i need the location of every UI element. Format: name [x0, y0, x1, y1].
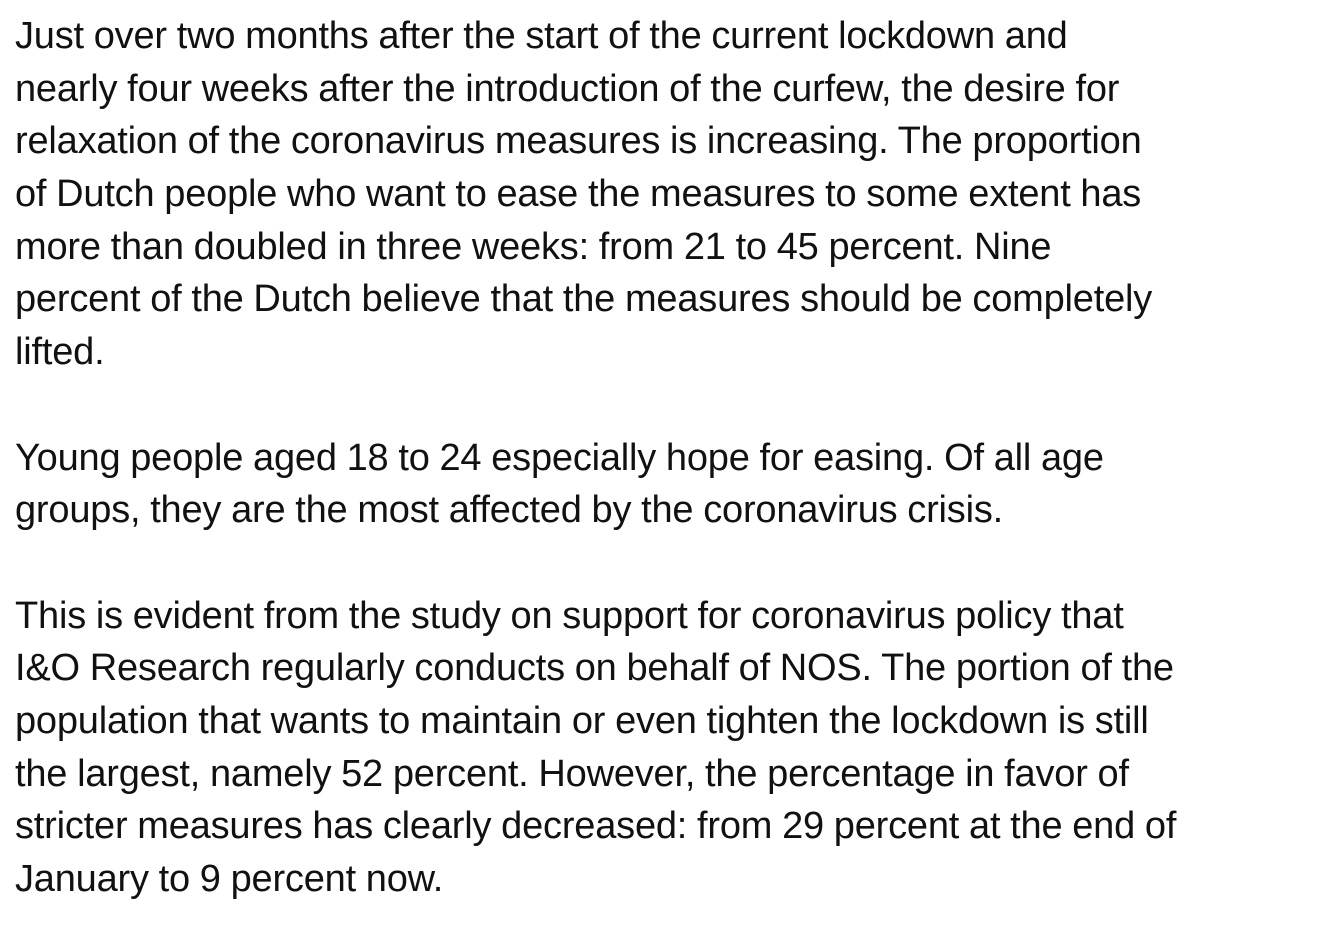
text-line: more than doubled in three weeks: from 2…	[15, 225, 1052, 268]
text-line: lifted.	[15, 331, 105, 374]
text-line: groups, they are the most affected by th…	[15, 489, 1003, 532]
text-line: stricter measures has clearly decreased:…	[15, 805, 1177, 848]
text-line: Just over two months after the start of …	[15, 15, 1068, 57]
text-line: the largest, namely 52 percent. However,…	[15, 752, 1129, 795]
text-line: of Dutch people who want to ease the mea…	[15, 173, 1142, 216]
text-line: relaxation of the coronavirus measures i…	[15, 120, 1142, 163]
article-text: Just over two months after the start of …	[15, 10, 1340, 906]
text-line: percent of the Dutch believe that the me…	[15, 278, 1153, 321]
paragraph-young-people: Young people aged 18 to 24 especially ho…	[15, 432, 1340, 537]
text-line: This is evident from the study on suppor…	[15, 594, 1124, 637]
text-line: Young people aged 18 to 24 especially ho…	[15, 436, 1104, 479]
paragraph-spacer	[15, 537, 1340, 590]
text-line: nearly four weeks after the introduction…	[15, 67, 1120, 110]
text-line: population that wants to maintain or eve…	[15, 699, 1149, 742]
paragraph-study-source: This is evident from the study on suppor…	[15, 590, 1340, 906]
paragraph-lockdown-easing: Just over two months after the start of …	[15, 10, 1340, 379]
paragraph-spacer	[15, 379, 1340, 432]
text-line: January to 9 percent now.	[15, 858, 444, 900]
text-line: I&O Research regularly conducts on behal…	[15, 647, 1174, 690]
